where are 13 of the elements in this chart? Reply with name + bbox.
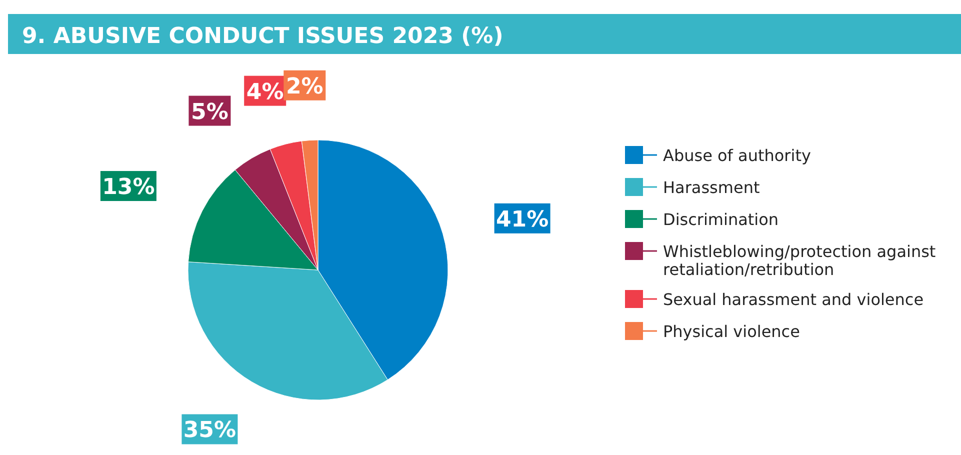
data-label: 41% bbox=[496, 207, 549, 232]
legend-label: Physical violence bbox=[663, 322, 800, 341]
legend-label: Abuse of authority bbox=[663, 146, 811, 165]
legend-label: Discrimination bbox=[663, 210, 779, 229]
data-label: 35% bbox=[183, 418, 236, 444]
legend-label: Sexual harassment and violence bbox=[663, 290, 924, 309]
data-label: 5% bbox=[191, 100, 228, 125]
data-label: 4% bbox=[246, 80, 284, 105]
chart-title: 9. ABUSIVE CONDUCT ISSUES 2023 (%) bbox=[22, 24, 504, 49]
data-label: 13% bbox=[102, 175, 155, 200]
legend-label: Whistleblowing/protection against retaliation/retribution bbox=[663, 242, 936, 279]
data-label: 2% bbox=[286, 74, 324, 100]
legend-label: Harassment bbox=[663, 178, 760, 197]
